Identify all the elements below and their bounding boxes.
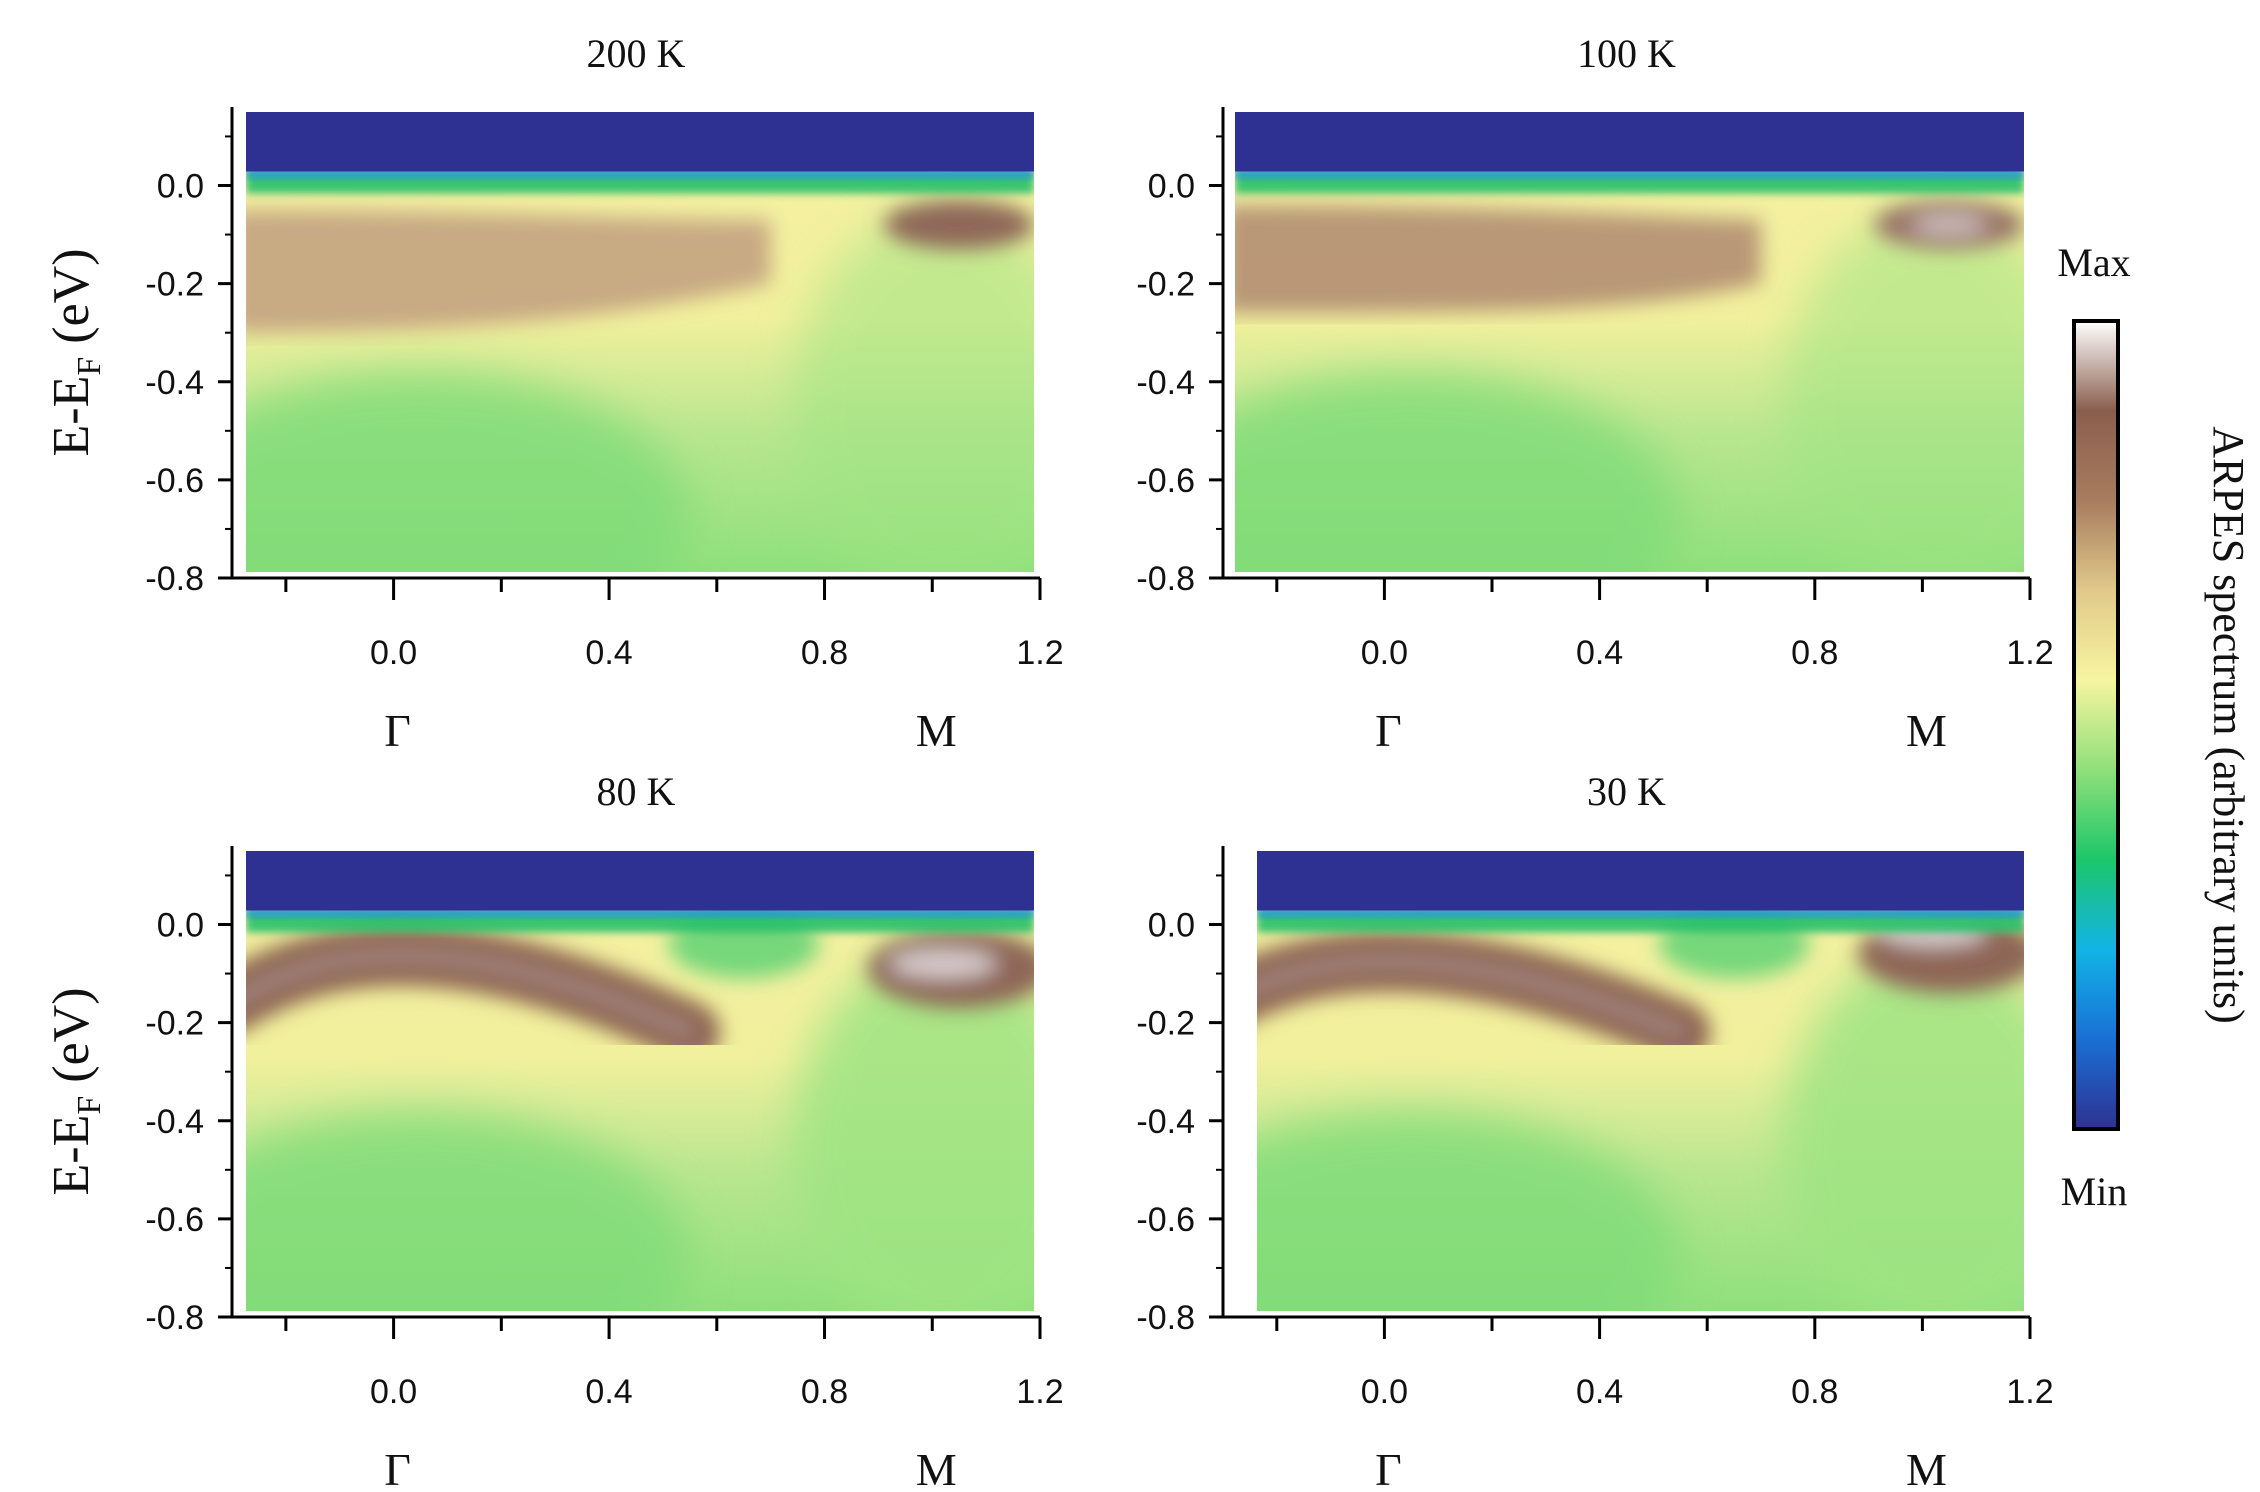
x-tick-label: 0.4 — [585, 634, 632, 672]
y-tick-label: -0.4 — [1136, 1103, 1195, 1141]
panel-title: 80 K — [597, 769, 676, 814]
broad-band — [1235, 205, 1761, 314]
y-tick-label: 0.0 — [1148, 168, 1195, 206]
x-tick-label: 0.0 — [1361, 634, 1408, 672]
unoccupied-region — [246, 851, 1034, 911]
y-tick-label: -0.2 — [1136, 1005, 1195, 1043]
green-lobe-m — [792, 210, 1034, 572]
dispersive-band-core — [246, 948, 697, 1040]
panel-200K: 200 K 0.0 -0.2 -0.4 -0.6 -0.8 0.0 0.4 0.8 1.2 Γ M E-… — [43, 31, 1064, 756]
x-tick-label: 0.4 — [1576, 634, 1623, 672]
y-tick-label: -0.6 — [1136, 1201, 1195, 1239]
x-tick-label: 0.8 — [1791, 634, 1838, 672]
x-tick-label: 0.0 — [370, 1373, 417, 1411]
y-tick-label: -0.4 — [145, 1103, 204, 1141]
colorbar: Max Min ARPES spectrum (arbitrary units) — [2057, 240, 2253, 1214]
unoccupied-region — [1235, 112, 2024, 172]
x-tick-label: 1.2 — [2006, 1373, 2053, 1411]
y-tick-label: -0.6 — [145, 462, 204, 500]
plot-frame — [1252, 846, 2029, 1316]
y-tick-label: 0.0 — [157, 907, 204, 945]
x-tick-label: 1.2 — [1016, 1373, 1063, 1411]
plot-frame — [241, 107, 1039, 577]
y-tick-label: -0.4 — [1136, 364, 1195, 402]
panel-title: 100 K — [1577, 31, 1676, 76]
high-symmetry-label: M — [916, 705, 957, 756]
high-symmetry-label: M — [916, 1444, 957, 1492]
colorbar-max-label: Max — [2057, 240, 2130, 285]
y-tick-label: -0.8 — [145, 1299, 204, 1337]
green-lobe-gamma — [246, 1110, 690, 1311]
colorbar-axis-label: ARPES spectrum (arbitrary units) — [2204, 426, 2253, 1024]
y-tick-label: -0.6 — [145, 1201, 204, 1239]
y-tick-label: -0.4 — [145, 364, 204, 402]
panel-100K: 100 K 0.0 -0.2 -0.4 -0.6 -0.8 0.0 0.4 0.8 1.2 Γ M — [1136, 31, 2053, 756]
high-symmetry-label: Γ — [1375, 705, 1402, 756]
green-lobe-gamma — [1235, 371, 1681, 572]
m-pocket — [883, 200, 1034, 250]
fermi-edge-blue — [1257, 908, 2024, 917]
x-tick-label: 1.2 — [2006, 634, 2053, 672]
x-tick-label: 0.0 — [1361, 1373, 1408, 1411]
fermi-edge-blue — [1235, 169, 2024, 178]
panel-title: 200 K — [587, 31, 686, 76]
x-tick-label: 0.0 — [370, 634, 417, 672]
y-axis-label: E-EF (eV) — [43, 248, 108, 456]
colorbar-gradient — [2072, 319, 2120, 1131]
y-axis-label: E-EF (eV) — [43, 987, 108, 1195]
plot-frame — [241, 846, 1039, 1316]
x-tick-label: 0.4 — [585, 1373, 632, 1411]
green-lobe-m — [1782, 949, 2024, 1311]
y-tick-label: 0.0 — [1148, 907, 1195, 945]
heatmap — [246, 112, 1034, 572]
m-pocket-core — [1911, 214, 1987, 235]
high-symmetry-label: Γ — [1375, 1444, 1402, 1492]
green-lobe-m — [792, 949, 1034, 1311]
x-tick-label: 0.4 — [1576, 1373, 1623, 1411]
heatmap — [1235, 112, 2024, 572]
broad-band — [246, 210, 771, 333]
high-symmetry-label: M — [1906, 705, 1947, 756]
heatmap — [1257, 851, 2024, 1311]
x-tick-label: 1.2 — [1016, 634, 1063, 672]
fermi-edge-blue — [246, 908, 1034, 917]
green-lobe-gamma — [246, 371, 690, 572]
high-symmetry-label: Γ — [384, 1444, 411, 1492]
unoccupied-region — [1257, 851, 2024, 911]
y-tick-label: -0.6 — [1136, 462, 1195, 500]
green-lobe-m — [1782, 210, 2024, 572]
panel-80K: 80 K 0.0 -0.2 -0.4 -0.6 -0.8 0.0 0.4 0.8 1.2 Γ M E-E… — [43, 769, 1064, 1492]
x-tick-label: 0.8 — [801, 634, 848, 672]
m-feature-core — [889, 949, 997, 979]
dispersive-band-core — [1257, 954, 1688, 1040]
y-tick-label: -0.2 — [145, 1005, 204, 1043]
heatmap — [246, 851, 1034, 1311]
y-tick-label: -0.8 — [1136, 1299, 1195, 1337]
panel-30K: 30 K 0.0 -0.2 -0.4 -0.6 -0.8 0.0 0.4 0.8 1.2 Γ M — [1136, 769, 2053, 1492]
fermi-edge-blue — [246, 169, 1034, 178]
colorbar-min-label: Min — [2061, 1169, 2128, 1214]
green-lobe-gamma — [1257, 1110, 1681, 1311]
y-tick-label: -0.2 — [1136, 266, 1195, 304]
unoccupied-region — [246, 112, 1034, 172]
high-symmetry-label: M — [1906, 1444, 1947, 1492]
high-symmetry-label: Γ — [384, 705, 411, 756]
y-tick-label: -0.2 — [145, 266, 204, 304]
plot-frame — [1230, 107, 2029, 577]
x-tick-label: 0.8 — [801, 1373, 848, 1411]
panel-title: 30 K — [1587, 769, 1666, 814]
x-tick-label: 0.8 — [1791, 1373, 1838, 1411]
y-tick-label: -0.8 — [145, 560, 204, 598]
y-tick-label: 0.0 — [157, 168, 204, 206]
y-tick-label: -0.8 — [1136, 560, 1195, 598]
